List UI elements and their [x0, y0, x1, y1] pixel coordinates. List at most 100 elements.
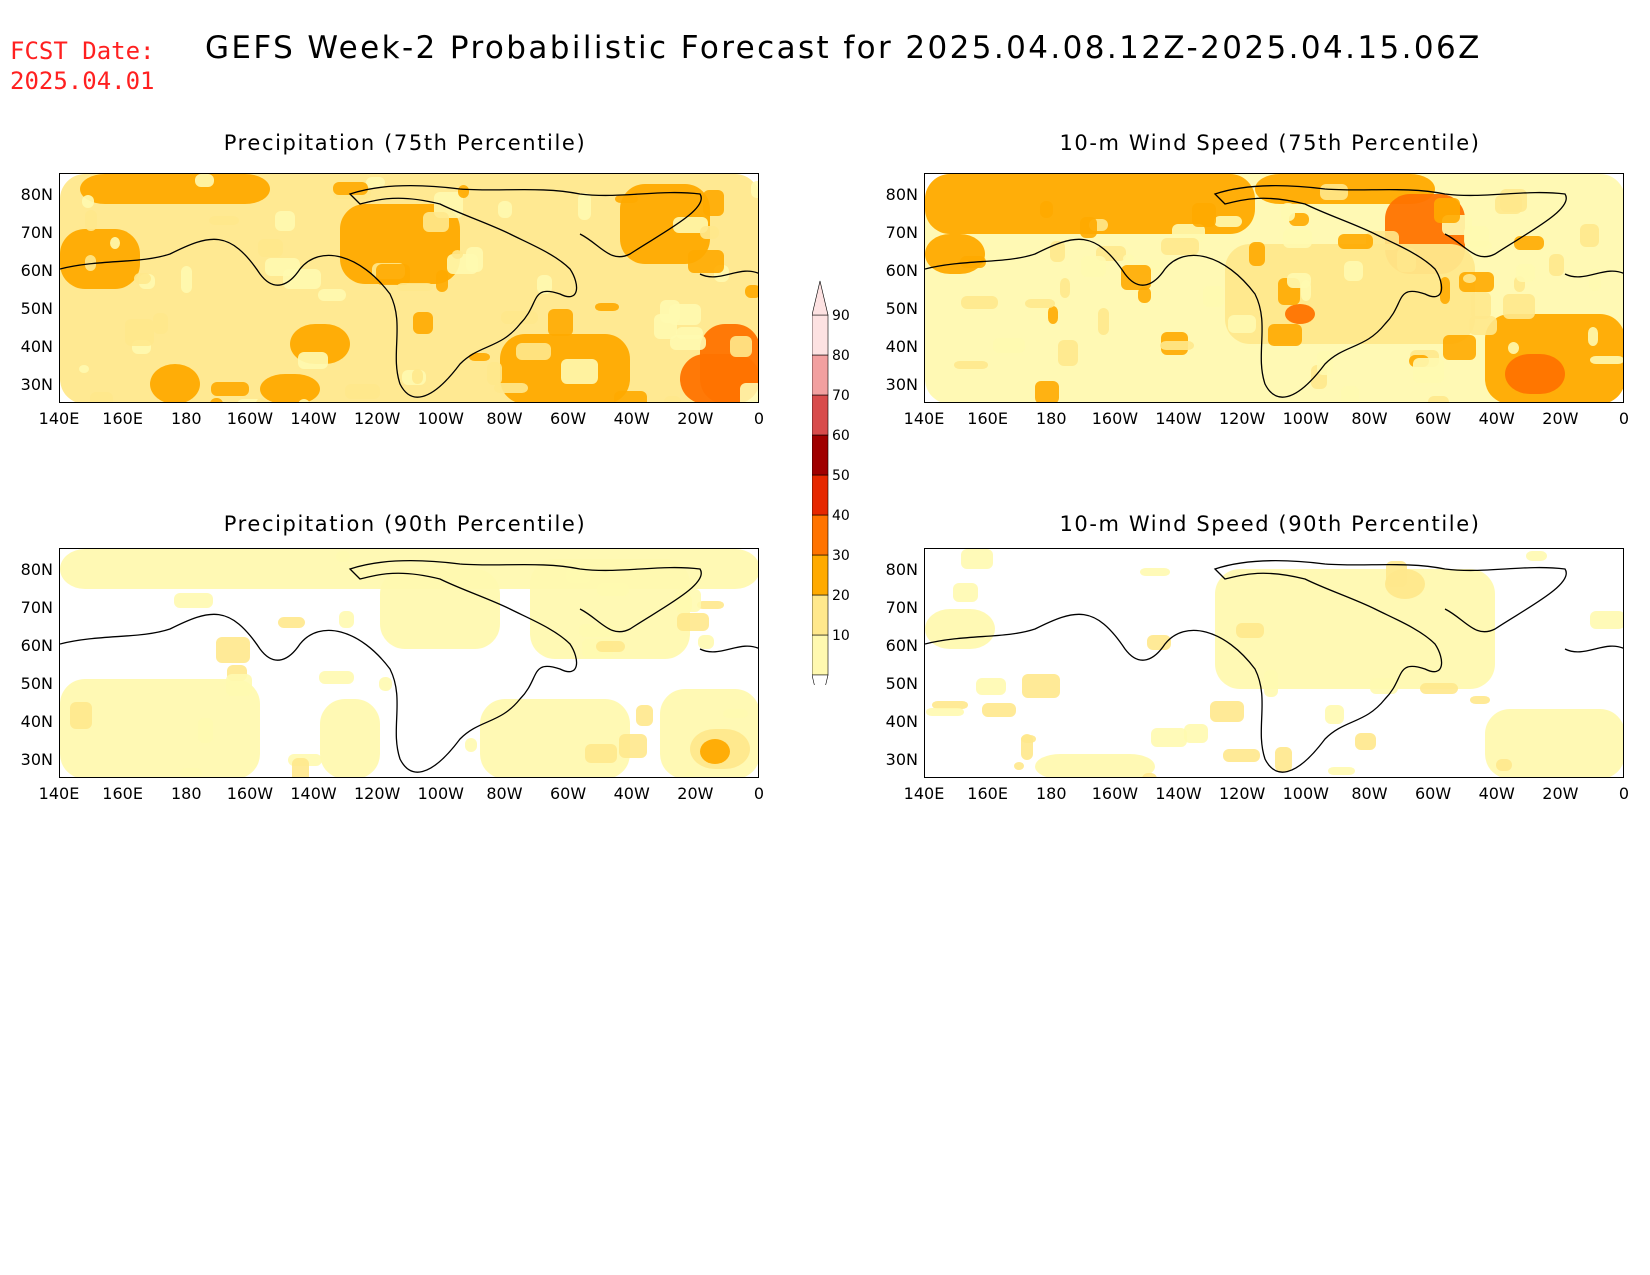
lat-tick-label: 30N	[20, 750, 53, 769]
shaded-patch	[256, 398, 266, 402]
shading-layer	[60, 549, 758, 777]
shaded-patch	[1370, 678, 1398, 694]
shaded-patch	[469, 353, 490, 361]
shaded-patch	[1060, 278, 1070, 298]
shaded-patch	[516, 343, 551, 360]
shaded-patch	[1580, 224, 1599, 247]
shaded-patch	[466, 247, 483, 272]
shaded-patch	[397, 283, 433, 291]
shaded-patch	[1386, 561, 1407, 587]
shaded-patch	[578, 193, 591, 220]
lat-tick-label: 80N	[20, 560, 53, 579]
shaded-patch	[926, 708, 964, 716]
panel-title-wind-90: 10-m Wind Speed (90th Percentile)	[1059, 512, 1481, 536]
shaded-patch	[501, 311, 538, 324]
shading-layer	[925, 174, 1623, 402]
shaded-patch	[336, 551, 350, 562]
panel-title-wind-75: 10-m Wind Speed (75th Percentile)	[1059, 131, 1481, 155]
lon-tick-label: 80W	[486, 409, 523, 428]
shaded-patch	[458, 185, 469, 198]
shaded-patch	[298, 399, 310, 402]
shaded-patch	[180, 768, 202, 777]
shaded-patch	[153, 313, 168, 334]
lon-tick-label: 100W	[417, 784, 464, 803]
lon-tick-label: 20W	[677, 784, 714, 803]
colorbar-tick-label: 50	[832, 468, 850, 484]
shaded-region	[60, 229, 140, 289]
lon-tick-label: 120W	[353, 784, 401, 803]
shaded-patch	[1275, 747, 1292, 772]
lat-tick-label: 50N	[885, 674, 918, 693]
shaded-patch	[1459, 272, 1494, 292]
shaded-patch	[961, 296, 998, 309]
colorbar-tick-label: 20	[832, 588, 850, 604]
lat-tick-label: 60N	[20, 636, 53, 655]
colorbar-tick-label: 90	[832, 308, 850, 324]
shaded-patch	[688, 250, 724, 273]
shaded-patch	[1428, 396, 1449, 402]
shaded-patch	[258, 239, 283, 257]
map-field-svg	[60, 549, 758, 777]
shaded-patch	[85, 255, 96, 271]
shaded-patch	[110, 237, 120, 249]
colorbar-swatch	[811, 474, 829, 516]
shaded-patch	[366, 177, 385, 188]
colorbar-tick-label: 40	[832, 508, 850, 524]
colorbar-tick-label: 70	[832, 388, 850, 404]
lon-tick-label: 140W	[290, 409, 337, 428]
shaded-patch	[1281, 203, 1295, 221]
shaded-patch	[953, 583, 978, 602]
shaded-patch	[487, 362, 502, 385]
shaded-patch	[1328, 767, 1355, 775]
lon-tick-label: 40W	[1478, 784, 1515, 803]
shaded-patch	[278, 617, 305, 628]
shaded-patch	[1440, 277, 1450, 304]
shaded-patch	[1121, 265, 1151, 290]
lat-tick-label: 70N	[20, 598, 53, 617]
map-field-svg	[60, 174, 758, 402]
lon-tick-label: 100W	[1282, 784, 1329, 803]
shaded-patch	[697, 601, 724, 609]
shaded-patch	[1021, 734, 1033, 760]
lon-tick-label: 160E	[967, 784, 1008, 803]
map-field-svg	[925, 174, 1623, 402]
lon-tick-label: 160E	[102, 409, 143, 428]
shaded-patch	[670, 335, 706, 350]
shaded-patch	[1161, 238, 1199, 255]
shaded-patch	[1040, 201, 1053, 218]
panel-title-precip-75: Precipitation (75th Percentile)	[223, 131, 587, 155]
lat-tick-label: 40N	[885, 337, 918, 356]
shaded-patch	[566, 568, 591, 583]
shaded-patch	[1320, 184, 1348, 200]
shaded-patch	[677, 613, 709, 631]
shaded-patch	[275, 211, 295, 231]
shaded-patch	[675, 589, 701, 612]
shaded-region	[530, 559, 690, 659]
lat-tick-label: 40N	[885, 712, 918, 731]
shaded-patch	[85, 210, 97, 231]
shaded-patch	[1443, 335, 1476, 360]
shaded-patch	[345, 384, 380, 399]
lat-tick-label: 80N	[885, 185, 918, 204]
shaded-region	[680, 354, 758, 402]
shaded-patch	[664, 396, 681, 402]
shaded-patch	[174, 593, 213, 608]
lon-tick-label: 20W	[677, 409, 714, 428]
shaded-patch	[333, 182, 368, 195]
shaded-patch	[1268, 324, 1302, 346]
shaded-patch	[1508, 342, 1519, 354]
shaded-patch	[1469, 316, 1497, 335]
shaded-patch	[585, 744, 617, 763]
shaded-patch	[318, 289, 346, 301]
shaded-patch	[265, 258, 300, 276]
coastline	[60, 185, 758, 398]
colorbar-swatch	[811, 554, 829, 596]
shaded-patch	[1500, 189, 1527, 212]
shaded-patch	[723, 709, 748, 718]
shaded-patch	[1420, 683, 1458, 694]
map-precip-90	[59, 548, 759, 778]
shaded-patch	[703, 190, 724, 216]
shaded-patch	[751, 181, 758, 198]
lat-tick-label: 60N	[885, 261, 918, 280]
lon-tick-label: 140E	[903, 784, 945, 803]
